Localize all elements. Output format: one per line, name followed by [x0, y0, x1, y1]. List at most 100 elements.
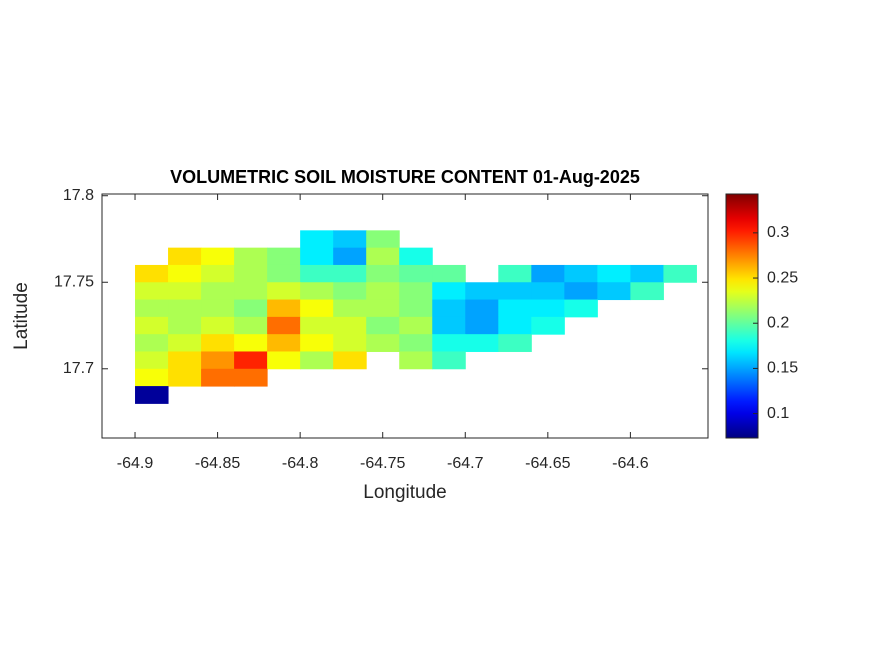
- cell: [201, 368, 235, 387]
- cell: [564, 282, 598, 301]
- cell: [267, 351, 301, 370]
- x-tick-label: -64.65: [525, 455, 570, 472]
- cell: [201, 316, 235, 335]
- cell: [234, 351, 268, 370]
- cell: [135, 386, 169, 404]
- cell: [531, 282, 565, 301]
- cell: [498, 264, 532, 283]
- cell: [432, 351, 466, 370]
- cell: [267, 264, 301, 283]
- cell: [135, 282, 169, 301]
- cell: [201, 351, 235, 370]
- cell: [465, 316, 499, 335]
- cell: [399, 282, 433, 301]
- y-axis-label: Latitude: [11, 282, 32, 350]
- cell: [432, 282, 466, 301]
- cell: [300, 247, 334, 266]
- cell: [399, 264, 433, 283]
- cell: [234, 282, 268, 301]
- cell: [399, 334, 433, 352]
- x-tick-label: -64.7: [447, 455, 484, 472]
- cell: [135, 368, 169, 387]
- cell: [300, 334, 334, 352]
- cell: [168, 282, 202, 301]
- cell: [432, 299, 466, 318]
- cell: [168, 334, 202, 352]
- cell: [201, 282, 235, 301]
- x-tick-label: -64.8: [282, 455, 319, 472]
- x-tick-label: -64.6: [612, 455, 649, 472]
- cell: [300, 230, 334, 249]
- colorbar-tick-label: 0.1: [767, 405, 789, 422]
- cell: [597, 282, 631, 301]
- y-tick-label: 17.7: [63, 360, 94, 377]
- cell: [333, 351, 367, 370]
- cell: [531, 264, 565, 283]
- cell: [630, 264, 664, 283]
- cell: [168, 368, 202, 387]
- cell: [663, 264, 697, 283]
- cell: [531, 316, 565, 335]
- cell: [432, 264, 466, 283]
- cell: [465, 282, 499, 301]
- cell: [333, 316, 367, 335]
- cell: [234, 299, 268, 318]
- cell: [168, 247, 202, 266]
- cell: [366, 299, 400, 318]
- cell: [564, 264, 598, 283]
- cell: [267, 282, 301, 301]
- colorbar-tick-label: 0.2: [767, 314, 789, 331]
- chart-title: VOLUMETRIC SOIL MOISTURE CONTENT 01-Aug-…: [170, 167, 640, 187]
- cell: [201, 334, 235, 352]
- y-tick-label: 17.8: [63, 187, 94, 204]
- cell: [432, 316, 466, 335]
- cell: [399, 247, 433, 266]
- axes-box: [101, 193, 709, 439]
- cell: [234, 368, 268, 387]
- colorbar-tick-label: 0.3: [767, 224, 789, 241]
- colorbar: [725, 193, 759, 439]
- cell: [267, 299, 301, 318]
- cell: [300, 264, 334, 283]
- cell: [366, 247, 400, 266]
- cell: [399, 351, 433, 370]
- colorbar-tick-label: 0.25: [767, 269, 798, 286]
- cell: [432, 334, 466, 352]
- cell: [597, 264, 631, 283]
- cell: [333, 282, 367, 301]
- cell: [135, 264, 169, 283]
- cell: [135, 316, 169, 335]
- cell: [168, 316, 202, 335]
- cell: [465, 299, 499, 318]
- cell: [300, 351, 334, 370]
- cell: [201, 264, 235, 283]
- cell: [300, 299, 334, 318]
- cell: [135, 334, 169, 352]
- cell: [300, 282, 334, 301]
- cell: [168, 351, 202, 370]
- cell: [267, 247, 301, 266]
- x-axis-label: Longitude: [363, 482, 446, 503]
- cell: [399, 316, 433, 335]
- cell: [168, 264, 202, 283]
- cell: [498, 334, 532, 352]
- cell: [366, 230, 400, 249]
- cell: [333, 247, 367, 266]
- cell: [234, 316, 268, 335]
- cell: [498, 282, 532, 301]
- cell: [300, 316, 334, 335]
- cell: [135, 299, 169, 318]
- cell: [201, 299, 235, 318]
- cell: [366, 264, 400, 283]
- cell: [531, 299, 565, 318]
- x-tick-label: -64.9: [117, 455, 154, 472]
- cell: [366, 316, 400, 335]
- colorbar-tick-label: 0.15: [767, 360, 798, 377]
- cell: [498, 299, 532, 318]
- cell: [333, 264, 367, 283]
- cell: [366, 282, 400, 301]
- cell: [333, 230, 367, 249]
- cell: [267, 334, 301, 352]
- cell: [168, 299, 202, 318]
